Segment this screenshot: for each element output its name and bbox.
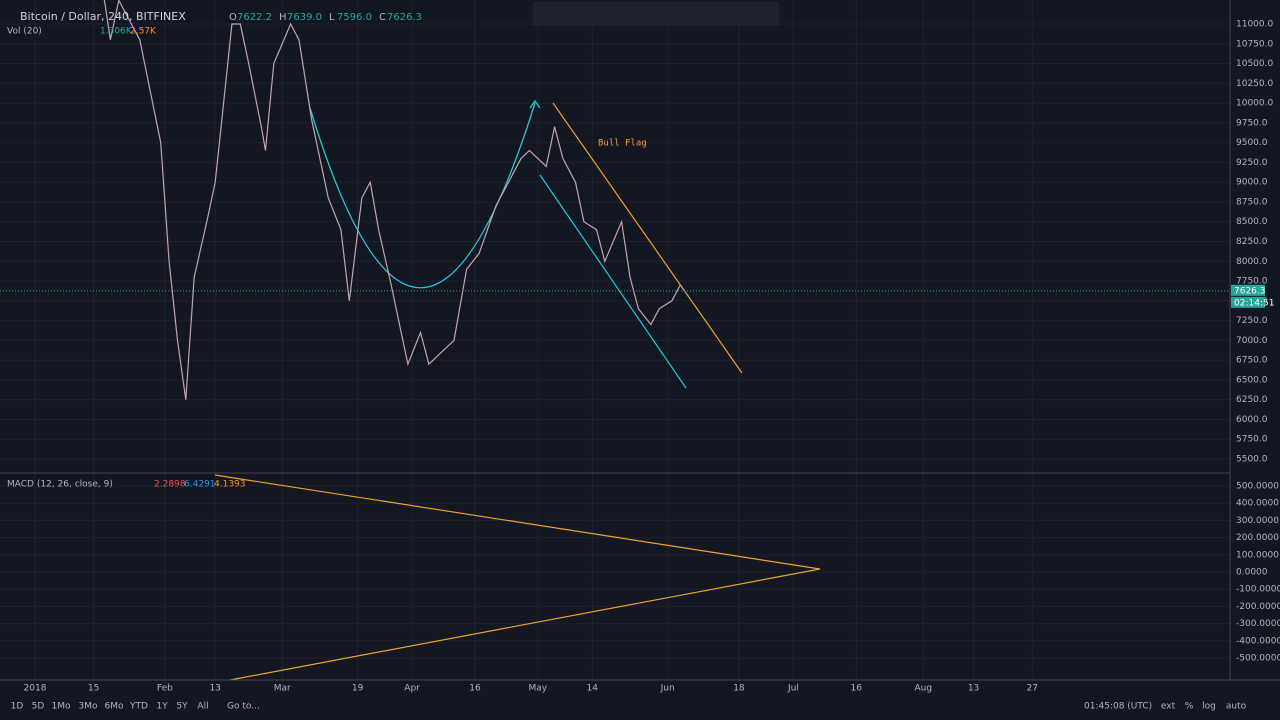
price-tick-label: 8000.0 — [1236, 257, 1268, 267]
ohlc-value: 7596.0 — [337, 12, 372, 23]
volume-value: 1.306K — [100, 27, 133, 37]
price-tick-label: 6000.0 — [1236, 415, 1268, 425]
time-tick-label: 14 — [587, 684, 599, 694]
volume-label: Vol (20) — [7, 27, 42, 37]
macd-tick-label: -300.0000 — [1236, 619, 1280, 629]
price-tick-label: 10750.0 — [1236, 39, 1273, 49]
macd-value: 4.1393 — [214, 480, 246, 490]
ohlc-label: L — [329, 12, 335, 23]
clock: 01:45:08 (UTC) — [1084, 702, 1152, 712]
macd-tick-label: -400.0000 — [1236, 636, 1280, 646]
macd-label: MACD (12, 26, close, 9) — [7, 480, 113, 490]
macd-tick-label: 200.0000 — [1236, 533, 1279, 543]
cup-drawing — [309, 102, 536, 289]
axis-option[interactable]: ext — [1161, 702, 1176, 712]
price-tick-label: 6750.0 — [1236, 356, 1268, 366]
time-tick-label: Mar — [274, 684, 291, 694]
macd-tick-label: -100.0000 — [1236, 585, 1280, 595]
axis-option[interactable]: auto — [1226, 702, 1247, 712]
macd-tick-label: 300.0000 — [1236, 516, 1279, 526]
price-tick-label: 7750.0 — [1236, 277, 1268, 287]
price-tick-label: 7250.0 — [1236, 316, 1268, 326]
price-tick-label: 10250.0 — [1236, 79, 1273, 89]
price-line — [103, 0, 685, 400]
time-tick-label: 16 — [469, 684, 481, 694]
macd-tick-label: -500.0000 — [1236, 654, 1280, 664]
time-tick-label: Apr — [404, 684, 420, 694]
price-tick-label: 9750.0 — [1236, 118, 1268, 128]
price-tick-label: 8750.0 — [1236, 197, 1268, 207]
last-price-tag — [1231, 284, 1265, 296]
price-tick-label: 8500.0 — [1236, 217, 1268, 227]
macd-tick-label: 500.0000 — [1236, 482, 1279, 492]
arrow-head — [529, 99, 541, 109]
price-tick-label: 9250.0 — [1236, 158, 1268, 168]
ohlc-label: C — [379, 12, 386, 23]
time-tick-label: May — [528, 684, 547, 694]
ohlc-label: O — [229, 12, 237, 23]
time-tick-label: Jul — [787, 684, 799, 694]
countdown-tag — [1231, 296, 1265, 308]
macd-value: 2.2898 — [154, 480, 186, 490]
ohlc-value: 7626.3 — [387, 12, 422, 23]
macd-tick-label: 100.0000 — [1236, 550, 1279, 560]
last-price-label: 7626.3 — [1234, 286, 1266, 296]
time-tick-label: 27 — [1026, 684, 1037, 694]
range-button[interactable]: 1Y — [156, 702, 168, 712]
price-tick-label: 6500.0 — [1236, 375, 1268, 385]
time-tick-label: 16 — [851, 684, 863, 694]
price-tick-label: 10000.0 — [1236, 99, 1273, 109]
ohlc-value: 7622.2 — [237, 12, 272, 23]
time-tick-label: 15 — [88, 684, 99, 694]
price-tick-label: 7000.0 — [1236, 336, 1268, 346]
range-button[interactable]: 3Mo — [79, 702, 98, 712]
range-button[interactable]: 1D — [11, 702, 24, 712]
symbol: Bitcoin / Dollar, 240, BITFINEX — [20, 10, 186, 23]
macd-triangle — [214, 474, 821, 681]
price-tick-label: 6250.0 — [1236, 395, 1268, 405]
grid — [0, 0, 1230, 680]
range-button[interactable]: 1Mo — [52, 702, 71, 712]
drawing-toolbar — [533, 2, 779, 26]
flag-lower-line — [539, 174, 687, 389]
range-button[interactable]: YTD — [129, 702, 148, 712]
axis-option[interactable]: % — [1185, 702, 1194, 712]
axis-option[interactable]: log — [1202, 702, 1216, 712]
price-tick-label: 10500.0 — [1236, 59, 1273, 69]
price-tick-label: 5500.0 — [1236, 455, 1268, 465]
countdown: 02:14:51 — [1234, 298, 1274, 308]
price-tick-label: 5750.0 — [1236, 435, 1268, 445]
price-tick-label: 8250.0 — [1236, 237, 1268, 247]
range-button[interactable]: All — [197, 702, 208, 712]
ohlc-value: 7639.0 — [287, 12, 322, 23]
ohlc-label: H — [279, 12, 287, 23]
range-button[interactable]: 5Y — [176, 702, 188, 712]
price-tick-label: 9500.0 — [1236, 138, 1268, 148]
macd-tick-label: 0.0000 — [1236, 568, 1268, 578]
time-tick-label: Aug — [914, 684, 932, 694]
time-tick-label: 2018 — [24, 684, 47, 694]
annotation: Bull Flag — [598, 139, 647, 149]
volume-value: 2.57K — [130, 27, 157, 37]
time-tick-label: 13 — [968, 684, 979, 694]
time-tick-label: 13 — [209, 684, 220, 694]
macd-tick-label: 400.0000 — [1236, 499, 1279, 509]
price-tick-label: 9000.0 — [1236, 178, 1268, 188]
macd-value: 6.4291 — [184, 480, 216, 490]
price-tick-label: 11000.0 — [1236, 20, 1273, 30]
goto-button[interactable]: Go to... — [227, 702, 260, 712]
time-tick-label: Feb — [157, 684, 173, 694]
range-button[interactable]: 6Mo — [105, 702, 124, 712]
macd-tick-label: -200.0000 — [1236, 602, 1280, 612]
bottom-toolbar — [0, 696, 1280, 720]
flag-upper-line — [552, 102, 743, 374]
time-tick-label: Jun — [660, 684, 675, 694]
range-button[interactable]: 5D — [32, 702, 45, 712]
time-tick-label: 18 — [733, 684, 745, 694]
time-tick-label: 19 — [352, 684, 364, 694]
